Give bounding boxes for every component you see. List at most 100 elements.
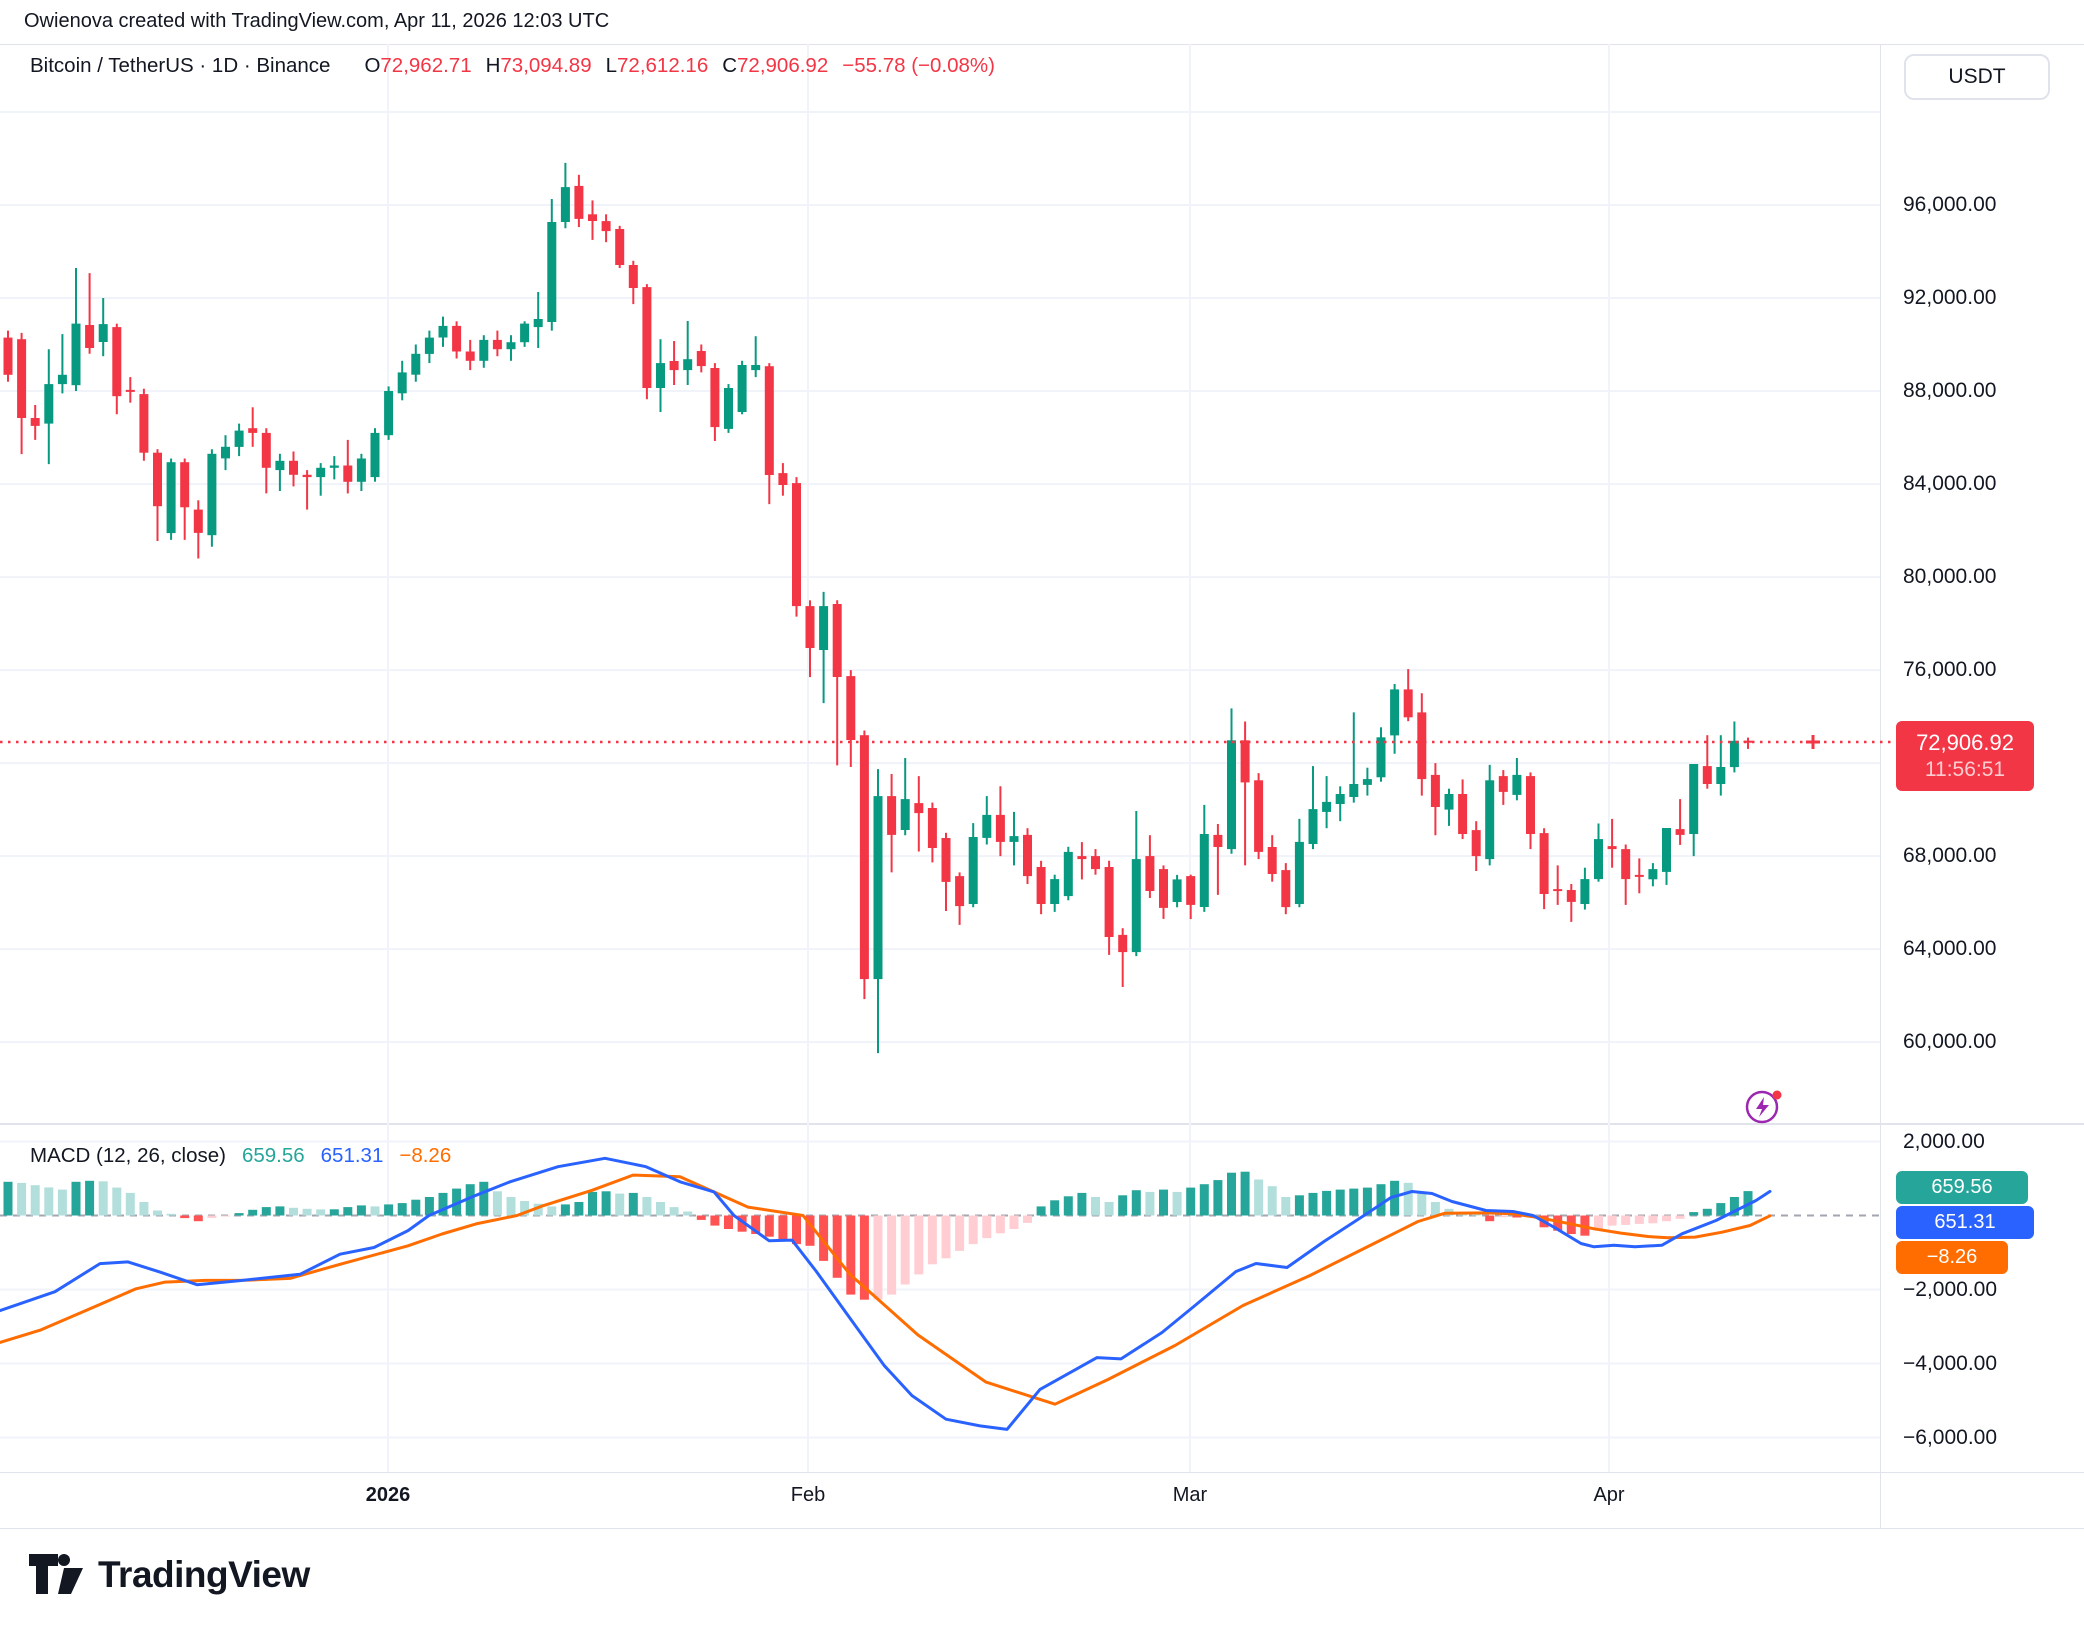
macd-hist-badge: 659.56 [1896, 1171, 2028, 1204]
macd-histogram-bar [615, 1193, 625, 1216]
candle-body [683, 359, 693, 371]
macd-histogram-bar [1485, 1215, 1495, 1222]
candle-body [411, 353, 421, 375]
open-value: 72,962.71 [380, 54, 472, 77]
candle-body [1648, 869, 1658, 880]
candle-body [1485, 780, 1495, 860]
candle-body [792, 483, 801, 607]
last-price-line [0, 735, 1896, 749]
macd-histogram-bar [656, 1202, 665, 1216]
macd-histogram-bar [642, 1197, 652, 1216]
candle-body [1702, 766, 1712, 784]
macd-histogram-bar [316, 1209, 326, 1216]
tradingview-logo[interactable]: TradingView [28, 1552, 310, 1598]
price-axis-label: 92,000.00 [1903, 286, 1997, 310]
candle-body [1458, 794, 1468, 834]
gridlines [0, 44, 1880, 1472]
last-price-value: 72,906.92 [1916, 730, 2014, 756]
candle-body [193, 509, 203, 533]
macd-histogram-bar [1498, 1215, 1508, 1218]
candle-body [968, 837, 978, 904]
candle-body [1417, 712, 1427, 780]
macd-histogram-bar [1281, 1197, 1291, 1216]
candle-body [1662, 828, 1671, 872]
macd-histogram-bar [1199, 1184, 1209, 1216]
macd-signal-value: −8.26 [399, 1144, 452, 1167]
candle-body [44, 384, 54, 424]
macd-histogram-bar [1621, 1215, 1631, 1225]
candle-body [1077, 856, 1087, 860]
macd-histogram-bar [71, 1181, 81, 1216]
price-axis-label: 80,000.00 [1903, 565, 1997, 589]
macd-histogram-bar [1594, 1215, 1603, 1229]
candle-body [1471, 830, 1481, 857]
low-label: L [605, 54, 618, 77]
macd-histogram-bar [982, 1215, 992, 1239]
candle-body [3, 337, 13, 375]
candle-body [71, 323, 81, 386]
macd-histogram-bar [1159, 1189, 1168, 1216]
candle-body [85, 325, 95, 348]
macd-legend[interactable]: MACD (12, 26, close) 659.56 651.31 −8.26 [30, 1144, 451, 1168]
macd-histogram-bar [1213, 1180, 1223, 1216]
candle-countdown: 11:56:51 [1924, 757, 2006, 781]
candle-body [764, 366, 774, 475]
candle-body [601, 221, 611, 232]
candle-body [452, 325, 462, 352]
macd-histogram-bar [1240, 1171, 1250, 1216]
flash-boost-icon[interactable] [1742, 1084, 1786, 1128]
macd-histogram-bar [1050, 1200, 1060, 1216]
candle-body [1091, 856, 1100, 870]
notification-dot [1772, 1090, 1782, 1100]
candle-body [1227, 740, 1236, 850]
candle-body [1580, 879, 1590, 904]
macd-histogram-bar [1063, 1196, 1073, 1216]
price-axis-label: 84,000.00 [1903, 472, 1997, 496]
candle-body [1186, 876, 1196, 905]
candle-body [289, 460, 298, 475]
macd-histogram-bar [819, 1215, 829, 1261]
candle-body [1131, 859, 1141, 953]
candle-body [370, 432, 380, 478]
candle-body [1199, 834, 1209, 907]
price-axis-label: 88,000.00 [1903, 379, 1997, 403]
macd-histogram-bar [1254, 1179, 1264, 1216]
macd-histogram-bar [275, 1206, 285, 1216]
candle-body [1254, 780, 1264, 852]
candle-body [1308, 809, 1318, 844]
macd-histogram-bar [764, 1215, 774, 1237]
macd-histogram-bar [859, 1215, 869, 1300]
candle-body [1322, 801, 1332, 812]
candle-body [139, 394, 149, 453]
candle-body [737, 365, 747, 412]
macd-histogram-bar [533, 1203, 543, 1216]
macd-histogram-bar [1172, 1191, 1182, 1216]
macd-axis-label: −2,000.00 [1903, 1277, 1998, 1301]
time-axis-label: Feb [790, 1484, 826, 1506]
candle-body [1145, 856, 1155, 891]
candle-body [1213, 834, 1223, 847]
tradingview-logo-text: TradingView [98, 1554, 310, 1595]
candle-body [900, 799, 910, 830]
macd-histogram-bar [1227, 1172, 1236, 1216]
macd-histogram-bar [1417, 1192, 1427, 1216]
high-value: 73,094.89 [500, 54, 592, 77]
macd-histogram-bar [1267, 1186, 1277, 1216]
candle-body [710, 368, 720, 428]
macd-histogram-bar [44, 1187, 54, 1216]
macd-histogram-bar [1675, 1215, 1685, 1219]
candle-body [669, 361, 679, 371]
candle-body [261, 432, 271, 468]
candle-body [656, 363, 665, 388]
macd-histogram-bar [98, 1181, 108, 1216]
macd-histogram-bar [506, 1197, 516, 1216]
macd-histogram-bar [1077, 1192, 1087, 1216]
currency-unit-button[interactable]: USDT [1904, 54, 2050, 100]
symbol-legend[interactable]: Bitcoin / TetherUS · 1D · Binance O72,962… [30, 54, 995, 78]
change-value: −55.78 (−0.08%) [842, 54, 995, 77]
macd-histogram-bar [302, 1208, 312, 1216]
pane-divider[interactable] [0, 1123, 2084, 1125]
candle-body [125, 389, 135, 392]
candle-body [574, 185, 584, 219]
